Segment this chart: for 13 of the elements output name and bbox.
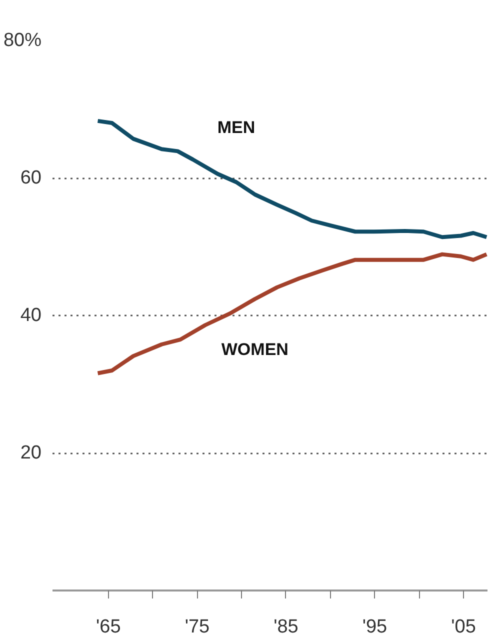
x-tick-label: '65 (96, 616, 121, 638)
x-tick-label: '75 (184, 616, 210, 638)
series-label: MEN (217, 118, 256, 138)
y-tick-label: 80% (3, 30, 42, 51)
y-tick-label: 60 (20, 168, 42, 188)
y-tick-label: 20 (20, 442, 42, 464)
x-tick-label: '85 (274, 616, 298, 638)
line-series (96, 252, 488, 376)
x-tick-label: '95 (362, 616, 388, 638)
y-tick-label: 40 (20, 305, 42, 326)
series-label: WOMEN (221, 340, 288, 359)
x-tick-label: '05 (451, 616, 476, 638)
line-series (96, 118, 488, 240)
